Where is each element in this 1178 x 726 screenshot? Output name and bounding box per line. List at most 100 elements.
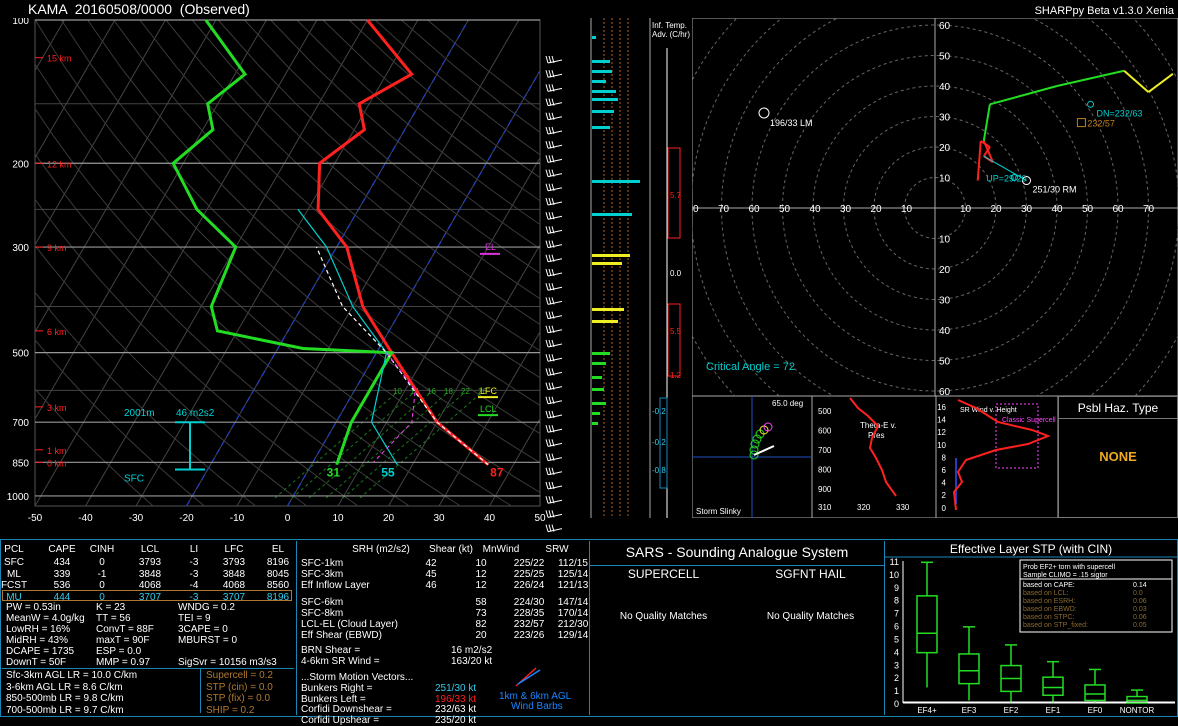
wind-barb-flag: [545, 155, 549, 163]
kin-cell: 224/30: [513, 597, 545, 608]
hodo-x-tick-label: 50: [1082, 204, 1094, 215]
thermo-index: DownT = 50F: [6, 657, 67, 668]
corfidi-upshear-label: UP=29/20: [986, 174, 1026, 184]
composite-index: Supercell = 0.2: [206, 670, 273, 681]
wind-barb-flag: [548, 197, 552, 206]
temperature-tick-label: -10: [230, 513, 245, 524]
vector-value: 196/33 kt: [435, 693, 477, 705]
height-label: 12 km: [47, 159, 72, 169]
wind-barb: [547, 215, 563, 220]
wind-barb-flag: [548, 155, 552, 163]
wind-barb-flag: [545, 126, 549, 135]
wind-barb: [547, 386, 563, 391]
critical-angle-label: Critical Angle = 72: [706, 361, 795, 373]
wind-barb-flag: [548, 84, 552, 92]
kin-cell: 226/24: [513, 580, 545, 591]
wind-barb: [547, 244, 563, 249]
parcel-header: CINH: [89, 544, 115, 555]
kin-header: SRH (m2/s2): [352, 544, 410, 555]
wind-barb-flag: [548, 410, 552, 419]
wind-barb-flag: [548, 453, 552, 461]
wind-barb-flag: [545, 368, 549, 376]
wind-barb-flag: [548, 70, 552, 78]
pressure-tick-label: 100: [12, 18, 29, 27]
pressure-tick-label: 300: [12, 243, 29, 254]
corfidi-marker: [1076, 118, 1086, 128]
thermo-index: K = 23: [96, 602, 126, 613]
srwind-y-label: 0: [942, 504, 947, 513]
wind-barb-flag: [545, 183, 549, 191]
parcel-row: FCST: [0, 580, 28, 591]
wind-barb: [547, 471, 563, 476]
dry-adiabat: [35, 339, 205, 506]
thetae-pressure-label: 800: [818, 466, 832, 475]
sr-wind-bar: [592, 422, 598, 425]
parcel-row: 3793: [138, 557, 162, 568]
parcel-row: 4068: [138, 580, 162, 591]
downdraft-parcel: [373, 352, 416, 463]
wind-barb: [547, 87, 563, 92]
temperature-tick-label: -40: [78, 513, 93, 524]
sr-wind-bar: [592, 388, 604, 391]
datetime: 20160508/0000: [74, 1, 173, 17]
stp-box: [958, 653, 980, 685]
wind-barb-flag: [545, 98, 549, 106]
wind-barb-flag: [548, 141, 552, 149]
wind-barb-flag: [545, 311, 549, 319]
wind-barb-flag: [548, 183, 552, 191]
adv-bar-warm-2: [667, 303, 681, 377]
stp-legend-value: 0.14: [1133, 582, 1147, 589]
bunkers-left-label: 196/33 LM: [770, 118, 813, 128]
slinky-title: Storm Slinky: [696, 507, 741, 516]
hodo-y-tick-label: 60: [939, 387, 951, 396]
thetae-x-label: 310: [818, 503, 832, 512]
wind-barb-flag: [551, 339, 555, 348]
skewt-frame: [34, 19, 541, 507]
hodo-x-tick-label: 30: [1021, 204, 1033, 215]
adv-value-label: 5.5: [670, 327, 682, 336]
sr-wind-bar: [592, 80, 606, 83]
wind-barb-flag: [551, 524, 555, 532]
station-id: KAMA: [28, 1, 67, 17]
stp-y-label: 10: [889, 570, 899, 580]
dry-adiabat: [270, 20, 540, 250]
sars-hail-result: No Quality Matches: [766, 611, 855, 622]
stp-y-label: 5: [894, 634, 899, 644]
wind-barb-flag: [551, 382, 555, 390]
hodo-segment: [1123, 69, 1150, 93]
parcel-header: EL: [271, 544, 285, 555]
wind-barb-flag: [551, 283, 555, 291]
dry-adiabat: [35, 62, 512, 506]
skewt-chart[interactable]: 100 200 300 500 700 850 1000 -50 -40 -30 -20 -10 0 10…: [0, 18, 592, 538]
kin-cell: SFC-3km: [301, 569, 344, 580]
wind-barb-flag: [551, 354, 555, 362]
thetae-x-label: 320: [857, 503, 871, 512]
hodo-x-tick-label: 60: [748, 204, 760, 215]
dry-adiabat: [244, 20, 540, 275]
mixing-ratio-label: 22: [461, 387, 470, 396]
mixing-ratio-line: [274, 393, 396, 499]
hodo-segment: [985, 104, 991, 123]
hodo-y-tick-label: 40: [939, 82, 951, 93]
kin-cell: 125/14: [557, 569, 589, 580]
sars-panel: SARS - Sounding Analogue System SUPERCEL…: [590, 541, 885, 715]
pressure-tick-label: 700: [12, 418, 29, 429]
lapse-rate: Sfc-3km AGL LR = 10.0 C/km: [6, 670, 138, 681]
wind-barb-flag: [545, 240, 549, 248]
wind-barb-flag: [545, 84, 549, 92]
wind-barb-flag: [545, 212, 549, 220]
temperature-tick-label: 40: [484, 513, 496, 524]
corfidi-downshear-label: DN=232/63: [1097, 108, 1143, 118]
wind-barb: [547, 258, 563, 263]
kin-cell: SFC-1km: [301, 558, 344, 569]
adv-value-label: -0.8: [652, 466, 666, 475]
kin-cell: Eff Shear (EBWD): [301, 630, 382, 641]
wind-barb-flag: [548, 481, 552, 490]
el-label: EL: [485, 242, 496, 252]
hodograph[interactable]: 9080706050403020101020304050607060504030…: [692, 18, 1178, 396]
parcel-header: CAPE: [48, 544, 76, 555]
kin-cell: 58: [475, 597, 487, 608]
wind-barb-flag: [551, 70, 555, 78]
wind-barb: [547, 300, 563, 305]
thermo-index: ESP = 0.0: [96, 646, 142, 657]
